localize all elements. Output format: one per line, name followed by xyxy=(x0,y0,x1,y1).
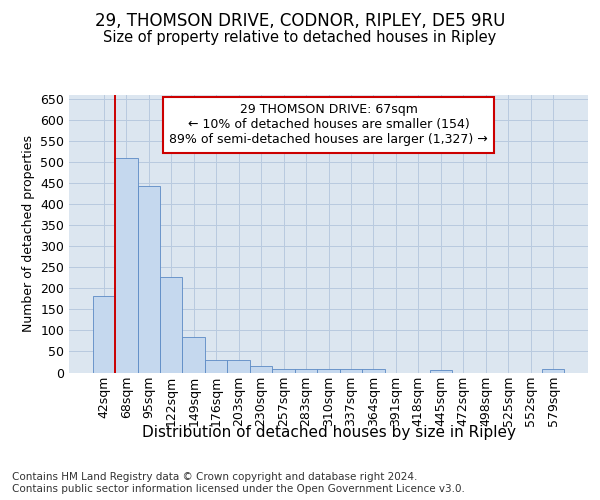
Bar xyxy=(317,369,340,372)
Bar xyxy=(272,369,295,372)
Bar xyxy=(182,337,205,372)
Bar xyxy=(137,186,160,372)
Bar xyxy=(340,369,362,372)
Bar xyxy=(115,158,137,372)
Text: 29 THOMSON DRIVE: 67sqm
← 10% of detached houses are smaller (154)
89% of semi-d: 29 THOMSON DRIVE: 67sqm ← 10% of detache… xyxy=(169,104,488,146)
Bar xyxy=(227,360,250,372)
Bar xyxy=(92,296,115,372)
Y-axis label: Number of detached properties: Number of detached properties xyxy=(22,135,35,332)
Bar xyxy=(250,366,272,372)
Text: Size of property relative to detached houses in Ripley: Size of property relative to detached ho… xyxy=(103,30,497,45)
Bar xyxy=(430,370,452,372)
Bar xyxy=(295,369,317,372)
Text: 29, THOMSON DRIVE, CODNOR, RIPLEY, DE5 9RU: 29, THOMSON DRIVE, CODNOR, RIPLEY, DE5 9… xyxy=(95,12,505,30)
Bar xyxy=(205,360,227,372)
Bar xyxy=(160,276,182,372)
Text: Distribution of detached houses by size in Ripley: Distribution of detached houses by size … xyxy=(142,425,516,440)
Bar xyxy=(362,369,385,372)
Bar xyxy=(542,369,565,372)
Text: Contains HM Land Registry data © Crown copyright and database right 2024.
Contai: Contains HM Land Registry data © Crown c… xyxy=(12,472,465,494)
